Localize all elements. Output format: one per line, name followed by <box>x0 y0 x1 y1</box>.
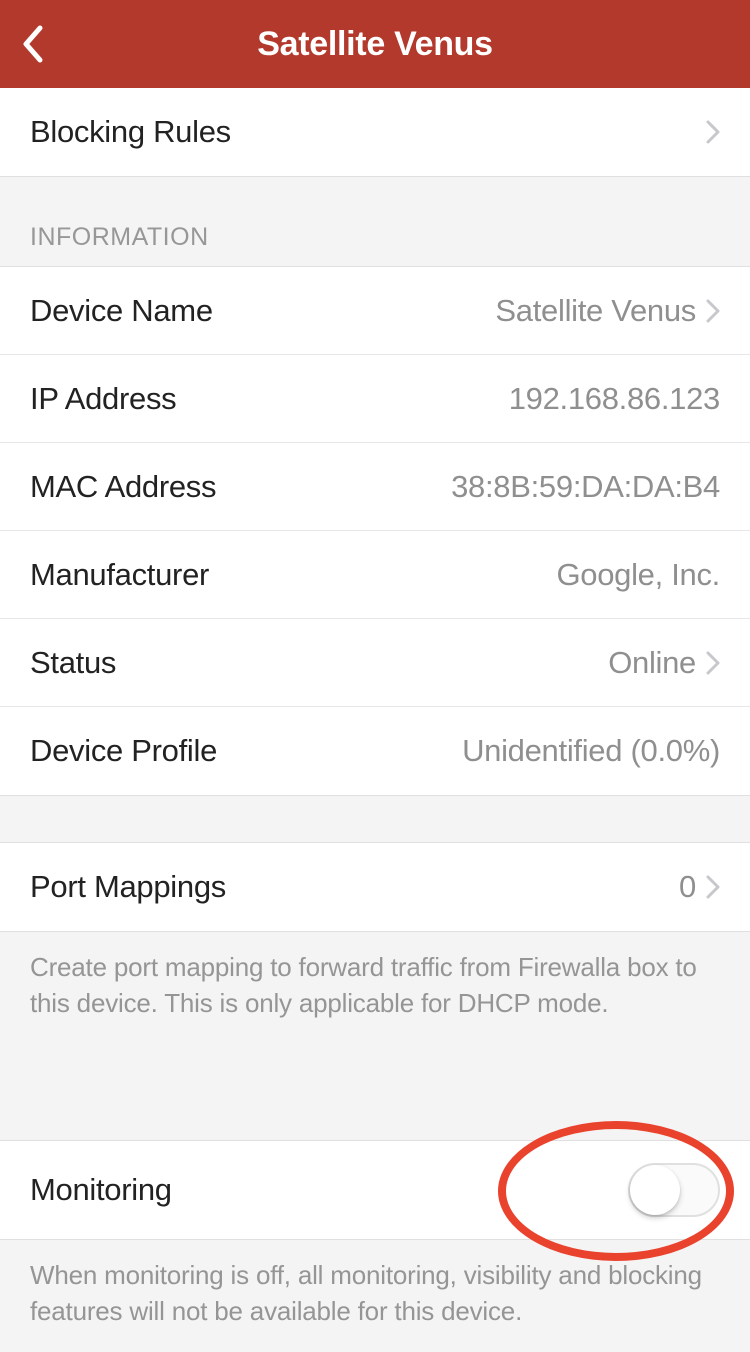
monitoring-toggle[interactable] <box>628 1163 720 1217</box>
chevron-right-icon <box>706 651 720 675</box>
mac-address-value: 38:8B:59:DA:DA:B4 <box>451 469 720 505</box>
mac-address-label: MAC Address <box>30 469 216 505</box>
chevron-left-icon <box>20 24 44 64</box>
manufacturer-row: Manufacturer Google, Inc. <box>0 531 750 619</box>
header-bar: Satellite Venus <box>0 0 750 88</box>
ip-address-row: IP Address 192.168.86.123 <box>0 355 750 443</box>
device-profile-row: Device Profile Unidentified (0.0%) <box>0 707 750 795</box>
port-mappings-footer: Create port mapping to forward traffic f… <box>0 932 750 1044</box>
chevron-right-icon <box>706 299 720 323</box>
port-mappings-row[interactable]: Port Mappings 0 <box>0 843 750 931</box>
chevron-right-icon <box>706 120 720 144</box>
ip-address-value: 192.168.86.123 <box>509 381 720 417</box>
port-mappings-label: Port Mappings <box>30 869 226 905</box>
manufacturer-label: Manufacturer <box>30 557 209 593</box>
status-row[interactable]: Status Online <box>0 619 750 707</box>
blocking-rules-row[interactable]: Blocking Rules <box>0 88 750 176</box>
port-mappings-value: 0 <box>679 869 696 905</box>
page-title: Satellite Venus <box>257 25 493 64</box>
device-profile-value: Unidentified (0.0%) <box>462 733 720 769</box>
information-group: Device Name Satellite Venus IP Address 1… <box>0 266 750 796</box>
device-name-value: Satellite Venus <box>495 293 696 329</box>
status-label: Status <box>30 645 116 681</box>
manufacturer-value: Google, Inc. <box>556 557 720 593</box>
chevron-right-icon <box>706 875 720 899</box>
monitoring-label: Monitoring <box>30 1172 172 1208</box>
device-profile-label: Device Profile <box>30 733 217 769</box>
device-name-label: Device Name <box>30 293 213 329</box>
monitoring-footer: When monitoring is off, all monitoring, … <box>0 1240 750 1352</box>
mac-address-row: MAC Address 38:8B:59:DA:DA:B4 <box>0 443 750 531</box>
blocking-rules-label: Blocking Rules <box>30 114 231 150</box>
device-name-row[interactable]: Device Name Satellite Venus <box>0 267 750 355</box>
back-button[interactable] <box>18 22 46 66</box>
status-value: Online <box>608 645 696 681</box>
toggle-thumb <box>630 1165 680 1215</box>
ip-address-label: IP Address <box>30 381 176 417</box>
information-section-label: INFORMATION <box>0 177 750 266</box>
monitoring-row: Monitoring <box>0 1140 750 1240</box>
